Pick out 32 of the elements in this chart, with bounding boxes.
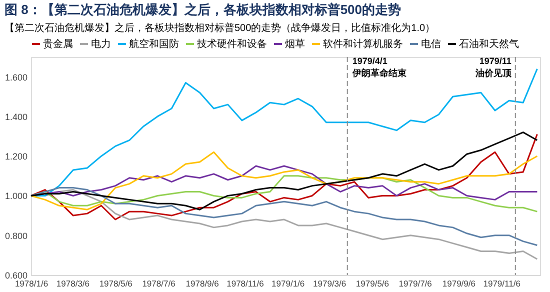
x-tick-label: 1979/3/6 <box>313 278 346 288</box>
y-tick-label: 0.600 <box>4 270 28 280</box>
x-tick-label: 1978/7/6 <box>142 278 176 288</box>
x-tick-label: 1979/5/6 <box>356 278 390 288</box>
ref-line-label: 1979/11 油价见顶 <box>474 56 512 78</box>
x-tick-label: 1979/11/6 <box>483 278 521 288</box>
chart-title: 图 8：【第二次石油危机爆发】之后，各板块指数相对标普500的走势 <box>4 2 402 17</box>
x-tick-label: 1979/1/6 <box>272 278 305 288</box>
legend-label: 烟草 <box>285 38 305 50</box>
x-tick-label: 1978/9/6 <box>186 278 220 288</box>
legend-label: 贵金属 <box>43 38 73 50</box>
x-tick-label: 1978/3/6 <box>56 278 90 288</box>
ref-line-label: 1979/4/1 伊朗革命结束 <box>351 56 406 78</box>
x-tick-label: 1979/9/6 <box>442 278 476 288</box>
y-tick-label: 1.600 <box>4 72 28 82</box>
y-tick-label: 1.400 <box>4 112 28 122</box>
x-tick-label: 1978/5/6 <box>99 278 133 288</box>
y-tick-label: 0.800 <box>4 230 28 241</box>
x-tick-label: 1978/11/6 <box>226 278 264 288</box>
legend-label: 电信 <box>421 38 441 50</box>
legend-label: 技术硬件和设备 <box>196 38 267 50</box>
y-tick-label: 1.000 <box>4 191 28 202</box>
legend-label: 石油和天然气 <box>459 38 519 50</box>
line-series <box>30 151 538 210</box>
x-tick-label: 1979/7/6 <box>398 278 432 288</box>
x-tick-label: 1978/1/6 <box>14 278 48 288</box>
y-tick-label: 1.200 <box>4 152 28 162</box>
legend-label: 航空和国防 <box>129 38 179 50</box>
chart-subtitle: 【第二次石油危机爆发】之后，各板块指数相对标普500的走势（战争爆发日，比值标准化为1.0） <box>4 22 436 34</box>
line-series <box>30 187 538 246</box>
legend-label: 软件和计算机服务 <box>323 38 403 50</box>
legend-label: 电力 <box>91 38 111 50</box>
